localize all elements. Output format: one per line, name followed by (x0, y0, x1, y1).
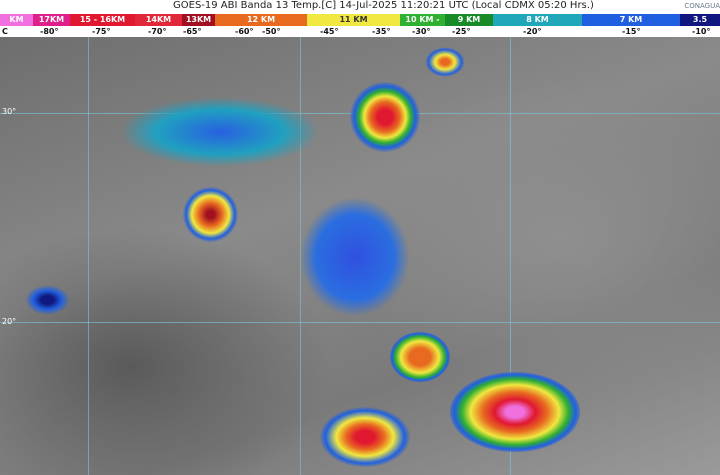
storm-cell (390, 332, 450, 382)
temperature-tick: -80° (40, 27, 59, 36)
legend-band: 13KM (182, 14, 215, 26)
latitude-line-20 (0, 322, 720, 323)
legend-band: 8 KM (493, 14, 582, 26)
legend-band: 17KM (33, 14, 70, 26)
image-header: GOES-19 ABI Banda 13 Temp.[C] 14-Jul-202… (0, 0, 720, 14)
legend-band: 3.5 (680, 14, 720, 26)
cloud-cluster (300, 197, 410, 317)
cloud-cluster (25, 285, 70, 315)
longitude-line (510, 37, 511, 475)
storm-cell (350, 82, 420, 152)
temperature-tick: -70° (148, 27, 167, 36)
latitude-label: 20° (2, 317, 17, 326)
temperature-tick: -20° (523, 27, 542, 36)
temperature-tick: -15° (622, 27, 641, 36)
temperature-tick: -75° (92, 27, 111, 36)
storm-cell (450, 372, 580, 452)
legend-band: 7 KM (582, 14, 680, 26)
temperature-scale: C -80° -75° -70° -65° -60° -50° -45° -35° -30° -25… (0, 26, 720, 37)
temperature-tick: -50° (262, 27, 281, 36)
latitude-label: 30° (2, 107, 17, 116)
legend-band: 15 - 16KM (70, 14, 135, 26)
legend-band: KM (0, 14, 33, 26)
satellite-image: 30° 20° (0, 37, 720, 475)
legend-band: 11 KM (307, 14, 400, 26)
temperature-tick: -10° (692, 27, 711, 36)
storm-cell (183, 187, 238, 242)
legend-band: 10 KM - (400, 14, 445, 26)
altitude-color-legend: KM 17KM 15 - 16KM 14KM 13KM 12 KM 11 KM 10 KM -… (0, 14, 720, 26)
temperature-tick: -65° (183, 27, 202, 36)
temperature-tick: -35° (372, 27, 391, 36)
longitude-line (88, 37, 89, 475)
storm-cell (425, 47, 465, 77)
legend-band: 9 KM (445, 14, 493, 26)
temperature-tick: -30° (412, 27, 431, 36)
legend-band: 14KM (135, 14, 182, 26)
temperature-tick: C (2, 27, 8, 36)
temperature-tick: -60° (235, 27, 254, 36)
temperature-tick: -45° (320, 27, 339, 36)
conagua-logo: CONAGUA (684, 2, 720, 10)
temperature-tick: -25° (452, 27, 471, 36)
legend-band: 12 KM (215, 14, 307, 26)
image-title: GOES-19 ABI Banda 13 Temp.[C] 14-Jul-202… (173, 0, 594, 11)
storm-cell (320, 407, 410, 467)
cloud-cluster (120, 97, 320, 167)
